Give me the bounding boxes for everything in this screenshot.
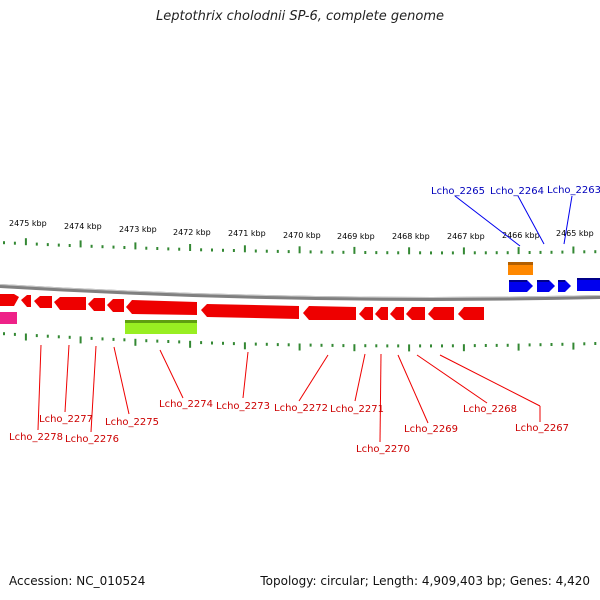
reverse-gene-arrow[interactable] <box>21 295 31 307</box>
scale-label: 2470 kbp <box>283 231 321 240</box>
reverse-gene-arrow[interactable] <box>390 307 404 320</box>
reverse-gene-label[interactable]: Lcho_2271 <box>330 404 384 415</box>
scale-label: 2473 kbp <box>119 225 157 234</box>
scale-label: 2467 kbp <box>447 232 485 241</box>
forward-gene-label[interactable]: Lcho_2265 <box>431 186 485 197</box>
scale-label: 2475 kbp <box>9 219 47 228</box>
reverse-gene-arrow[interactable] <box>126 300 197 315</box>
lower-tick-row <box>3 332 597 352</box>
forward-gene-arrow[interactable] <box>558 280 571 292</box>
reverse-label-leaders <box>37 344 541 443</box>
misc-feature-green[interactable] <box>125 320 197 334</box>
reverse-gene-arrow[interactable] <box>406 307 425 320</box>
forward-gene-label[interactable]: Lcho_2264 <box>490 186 544 197</box>
reverse-gene-label[interactable]: Lcho_2276 <box>65 434 119 445</box>
reverse-gene-label[interactable]: Lcho_2274 <box>159 399 213 410</box>
reverse-gene-arrow[interactable] <box>303 306 356 320</box>
reverse-gene-label[interactable]: Lcho_2278 <box>9 432 63 443</box>
scale-label: 2471 kbp <box>228 229 266 238</box>
reverse-gene-label[interactable]: Lcho_2273 <box>216 401 270 412</box>
reverse-gene-label[interactable]: Lcho_2272 <box>274 403 328 414</box>
forward-gene-arrow[interactable] <box>537 280 555 292</box>
scale-label: 2472 kbp <box>173 228 211 237</box>
reverse-gene-label[interactable]: Lcho_2275 <box>105 417 159 428</box>
map-title: Leptothrix cholodnii SP-6, complete geno… <box>156 9 444 24</box>
reverse-gene-arrow[interactable] <box>458 307 484 320</box>
reverse-gene-label[interactable]: Lcho_2269 <box>404 424 458 435</box>
reverse-gene-arrow[interactable] <box>88 298 105 311</box>
reverse-gene-arrow[interactable] <box>107 299 124 312</box>
scale-label: 2466 kbp <box>502 231 540 240</box>
reverse-gene-label[interactable]: Lcho_2270 <box>356 444 410 455</box>
genome-backbone <box>0 284 600 301</box>
misc-feature-pink[interactable] <box>0 312 17 324</box>
scale-label: 2468 kbp <box>392 232 430 241</box>
forward-gene-label[interactable]: Lcho_2263 <box>547 185 600 196</box>
rna-feature[interactable] <box>508 262 533 275</box>
forward-gene-arrow[interactable] <box>577 278 600 291</box>
reverse-gene-arrow[interactable] <box>54 297 86 310</box>
reverse-gene-label[interactable]: Lcho_2267 <box>515 423 569 434</box>
forward-strand-genes <box>508 262 600 292</box>
reverse-gene-label[interactable]: Lcho_2277 <box>39 414 93 425</box>
scale-label: 2469 kbp <box>337 232 375 241</box>
scale-label: 2474 kbp <box>64 222 102 231</box>
genome-stats-text: Topology: circular; Length: 4,909,403 bp… <box>260 574 590 588</box>
reverse-strand-genes <box>0 294 484 334</box>
scale-label: 2465 kbp <box>556 229 594 238</box>
reverse-gene-label[interactable]: Lcho_2268 <box>463 404 517 415</box>
reverse-gene-arrow[interactable] <box>201 304 299 319</box>
reverse-gene-arrow[interactable] <box>428 307 454 320</box>
reverse-gene-arrow[interactable] <box>0 294 19 306</box>
reverse-gene-arrow[interactable] <box>359 307 373 320</box>
reverse-gene-arrow[interactable] <box>375 307 388 320</box>
upper-tick-row <box>3 238 597 255</box>
reverse-gene-arrow[interactable] <box>34 296 52 308</box>
accession-text: Accession: NC_010524 <box>9 574 146 588</box>
forward-gene-arrow[interactable] <box>509 280 533 292</box>
forward-label-leaders <box>454 195 573 247</box>
